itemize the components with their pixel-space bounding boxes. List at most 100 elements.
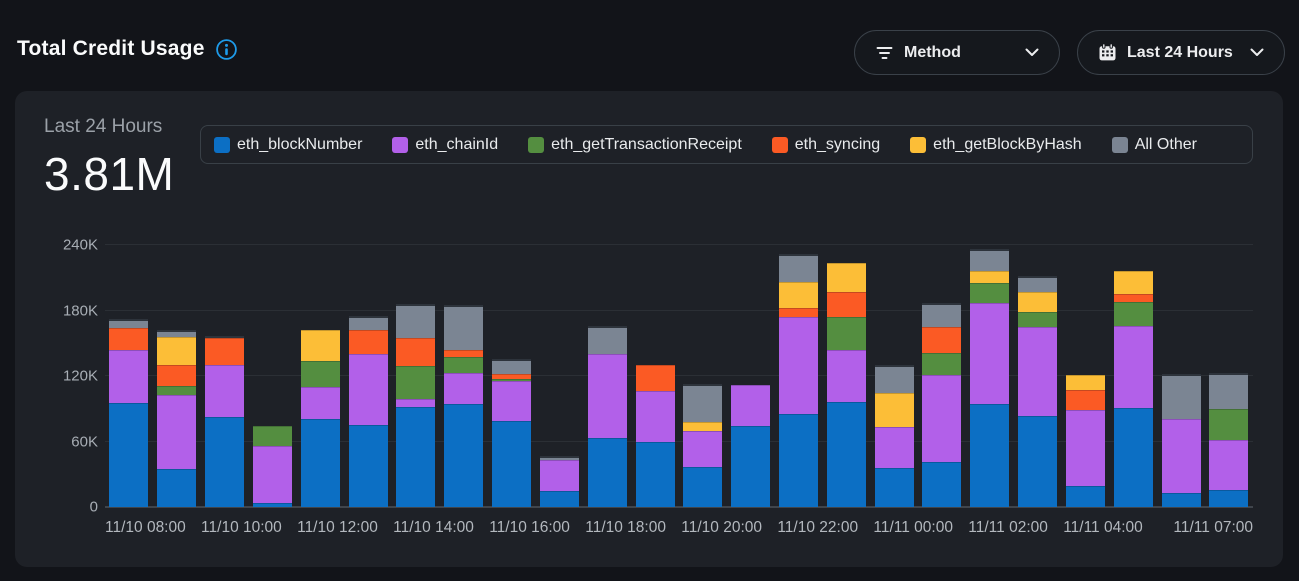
bar-segment-All Other[interactable] — [1209, 372, 1249, 409]
bar-segment-eth_chainId[interactable] — [826, 349, 866, 403]
bar-segment-All Other[interactable] — [157, 330, 197, 337]
legend-item[interactable]: eth_chainId — [392, 136, 498, 154]
bar-segment-eth_chainId[interactable] — [874, 427, 914, 468]
bar-segment-eth_syncing[interactable] — [205, 337, 245, 366]
bar-11/11 06:00[interactable] — [1161, 373, 1201, 507]
legend-item[interactable]: eth_getTransactionReceipt — [528, 136, 742, 154]
bar-segment-eth_blockNumber[interactable] — [874, 467, 914, 507]
bar-11/10 15:00[interactable] — [444, 305, 484, 507]
bar-segment-eth_getTransactionReceipt[interactable] — [922, 353, 962, 375]
bar-segment-eth_chainId[interactable] — [157, 394, 197, 469]
bar-segment-eth_blockNumber[interactable] — [539, 490, 579, 507]
bar-11/11 01:00[interactable] — [922, 302, 962, 507]
bar-segment-eth_getTransactionReceipt[interactable] — [444, 357, 484, 373]
bar-11/11 00:00[interactable] — [874, 365, 914, 507]
bar-segment-eth_blockNumber[interactable] — [396, 406, 436, 507]
bar-segment-eth_blockNumber[interactable] — [779, 414, 818, 507]
bar-11/10 19:00[interactable] — [635, 365, 675, 507]
bar-segment-eth_chainId[interactable] — [970, 302, 1010, 405]
bar-segment-eth_chainId[interactable] — [1161, 418, 1201, 493]
bar-segment-eth_getBlockByHash[interactable] — [779, 282, 818, 309]
bar-segment-eth_syncing[interactable] — [779, 308, 818, 318]
bar-segment-eth_blockNumber[interactable] — [1065, 486, 1105, 507]
bar-segment-eth_blockNumber[interactable] — [922, 462, 962, 507]
bar-segment-eth_getBlockByHash[interactable] — [874, 393, 914, 428]
bar-11/10 09:00[interactable] — [157, 330, 197, 507]
bar-segment-eth_chainId[interactable] — [635, 391, 675, 442]
bar-segment-eth_blockNumber[interactable] — [252, 502, 292, 507]
bar-segment-eth_chainId[interactable] — [1209, 440, 1249, 490]
bar-segment-eth_getBlockByHash[interactable] — [1113, 271, 1153, 295]
bar-segment-eth_chainId[interactable] — [779, 317, 818, 415]
bar-segment-eth_getTransactionReceipt[interactable] — [157, 385, 197, 395]
bar-segment-eth_getTransactionReceipt[interactable] — [492, 379, 532, 382]
bar-11/10 10:00[interactable] — [205, 335, 245, 507]
bar-segment-eth_getTransactionReceipt[interactable] — [970, 283, 1010, 303]
bar-segment-eth_chainId[interactable] — [1018, 326, 1058, 417]
bar-11/10 20:00[interactable] — [683, 383, 723, 507]
bar-segment-eth_chainId[interactable] — [396, 398, 436, 407]
bar-11/11 05:00[interactable] — [1113, 271, 1153, 507]
bar-segment-eth_chainId[interactable] — [205, 365, 245, 418]
bar-segment-eth_getTransactionReceipt[interactable] — [252, 426, 292, 446]
bar-segment-eth_syncing[interactable] — [1065, 390, 1105, 410]
bar-segment-All Other[interactable] — [922, 302, 962, 327]
bar-segment-eth_getBlockByHash[interactable] — [826, 262, 866, 292]
bar-segment-All Other[interactable] — [396, 303, 436, 338]
legend-item[interactable]: All Other — [1111, 136, 1197, 154]
bar-11/10 16:00[interactable] — [492, 358, 532, 507]
legend-item[interactable]: eth_getBlockByHash — [910, 136, 1082, 154]
bar-segment-eth_chainId[interactable] — [492, 381, 532, 421]
bar-segment-eth_blockNumber[interactable] — [300, 418, 340, 507]
bar-segment-eth_chainId[interactable] — [444, 372, 484, 405]
bar-segment-eth_chainId[interactable] — [539, 460, 579, 491]
bar-segment-eth_blockNumber[interactable] — [731, 426, 771, 507]
bar-segment-eth_syncing[interactable] — [157, 365, 197, 386]
bar-segment-eth_chainId[interactable] — [1113, 325, 1153, 408]
bar-segment-eth_chainId[interactable] — [587, 354, 627, 439]
bar-segment-All Other[interactable] — [348, 315, 388, 331]
bar-11/10 08:00[interactable] — [109, 319, 149, 507]
bar-11/10 13:00[interactable] — [348, 315, 388, 507]
legend-item[interactable]: eth_syncing — [771, 136, 880, 154]
bar-segment-eth_syncing[interactable] — [492, 373, 532, 380]
bar-segment-eth_syncing[interactable] — [348, 330, 388, 355]
bar-segment-eth_getBlockByHash[interactable] — [1065, 374, 1105, 391]
bar-11/11 04:00[interactable] — [1065, 374, 1105, 507]
bar-11/10 14:00[interactable] — [396, 303, 436, 507]
bar-segment-eth_getTransactionReceipt[interactable] — [1018, 311, 1058, 327]
bar-11/10 11:00[interactable] — [252, 426, 292, 507]
bar-segment-eth_getBlockByHash[interactable] — [300, 330, 340, 361]
bar-11/10 22:00[interactable] — [779, 253, 818, 507]
date-range-dropdown[interactable]: Last 24 Hours — [1077, 30, 1285, 75]
bar-11/11 07:00[interactable] — [1209, 372, 1249, 507]
bar-segment-eth_blockNumber[interactable] — [683, 466, 723, 507]
bar-segment-eth_syncing[interactable] — [922, 326, 962, 354]
bar-segment-All Other[interactable] — [874, 365, 914, 394]
bar-segment-eth_blockNumber[interactable] — [1113, 407, 1153, 507]
bar-segment-All Other[interactable] — [779, 253, 818, 283]
bar-segment-All Other[interactable] — [539, 455, 579, 461]
bar-segment-eth_getBlockByHash[interactable] — [683, 421, 723, 431]
bar-segment-eth_syncing[interactable] — [109, 327, 149, 350]
bar-segment-eth_blockNumber[interactable] — [492, 420, 532, 507]
bar-segment-eth_syncing[interactable] — [635, 365, 675, 392]
bar-segment-eth_blockNumber[interactable] — [587, 438, 627, 507]
bar-11/10 12:00[interactable] — [300, 330, 340, 507]
bar-segment-eth_blockNumber[interactable] — [970, 404, 1010, 507]
bar-segment-eth_blockNumber[interactable] — [1209, 489, 1249, 507]
bar-segment-All Other[interactable] — [109, 319, 149, 328]
bar-segment-eth_chainId[interactable] — [1065, 409, 1105, 487]
bar-segment-eth_getBlockByHash[interactable] — [1018, 291, 1058, 312]
bar-segment-eth_blockNumber[interactable] — [826, 402, 866, 507]
bar-segment-eth_chainId[interactable] — [109, 349, 149, 404]
info-icon[interactable] — [215, 38, 238, 61]
legend-item[interactable]: eth_blockNumber — [214, 136, 362, 154]
bar-segment-All Other[interactable] — [587, 325, 627, 355]
bar-segment-All Other[interactable] — [205, 335, 245, 338]
bar-segment-eth_chainId[interactable] — [683, 430, 723, 467]
bar-segment-eth_getTransactionReceipt[interactable] — [300, 360, 340, 387]
bar-11/11 02:00[interactable] — [970, 249, 1010, 507]
bar-segment-All Other[interactable] — [492, 358, 532, 374]
bar-segment-eth_blockNumber[interactable] — [635, 441, 675, 507]
